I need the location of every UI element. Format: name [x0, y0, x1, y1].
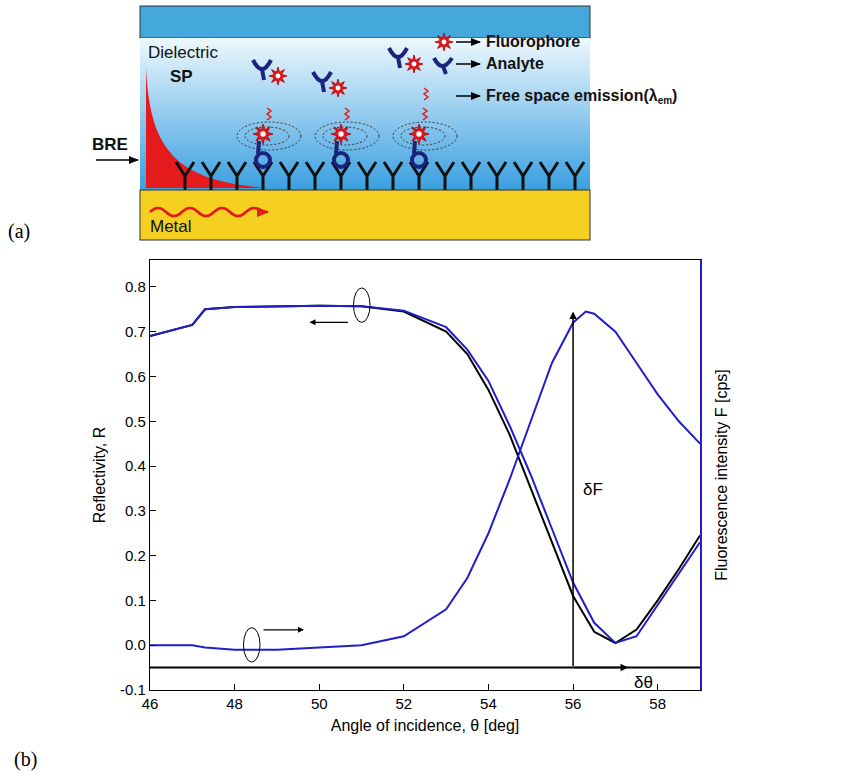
- svg-text:Dielectric: Dielectric: [148, 43, 218, 62]
- svg-text:Analyte: Analyte: [486, 55, 544, 72]
- svg-text:58: 58: [649, 695, 666, 712]
- svg-text:50: 50: [311, 695, 328, 712]
- svg-text:SP: SP: [170, 67, 193, 86]
- svg-text:0.4: 0.4: [125, 457, 146, 474]
- svg-text:0.7: 0.7: [125, 323, 146, 340]
- html-text:(b): (b): [14, 748, 38, 770]
- svg-text:Angle of incidence, θ [deg]: Angle of incidence, θ [deg]: [331, 717, 520, 734]
- svg-text:56: 56: [565, 695, 582, 712]
- svg-text:0.3: 0.3: [125, 502, 146, 519]
- svg-text:0.2: 0.2: [125, 547, 146, 564]
- svg-text:δθ: δθ: [634, 673, 653, 692]
- svg-text:52: 52: [396, 695, 413, 712]
- svg-text:BRE: BRE: [92, 135, 128, 154]
- svg-text:54: 54: [480, 695, 497, 712]
- svg-text:Fluorescence intensity F [cps]: Fluorescence intensity F [cps]: [713, 369, 730, 581]
- svg-text:0.6: 0.6: [125, 368, 146, 385]
- svg-text:-0.1: -0.1: [120, 681, 146, 698]
- svg-text:0.5: 0.5: [125, 413, 146, 430]
- svg-text:(a): (a): [8, 220, 30, 243]
- svg-text:Metal: Metal: [150, 217, 192, 236]
- svg-text:δF: δF: [583, 480, 603, 499]
- svg-text:0.8: 0.8: [125, 278, 146, 295]
- svg-text:48: 48: [226, 695, 243, 712]
- svg-text:Reflectivity, R: Reflectivity, R: [91, 427, 108, 524]
- svg-text:46: 46: [142, 695, 159, 712]
- svg-text:0.1: 0.1: [125, 592, 146, 609]
- svg-text:0.0: 0.0: [125, 636, 146, 653]
- svg-text:Fluorophore: Fluorophore: [486, 33, 580, 50]
- svg-text:Free space emission(λem): Free space emission(λem): [486, 87, 677, 106]
